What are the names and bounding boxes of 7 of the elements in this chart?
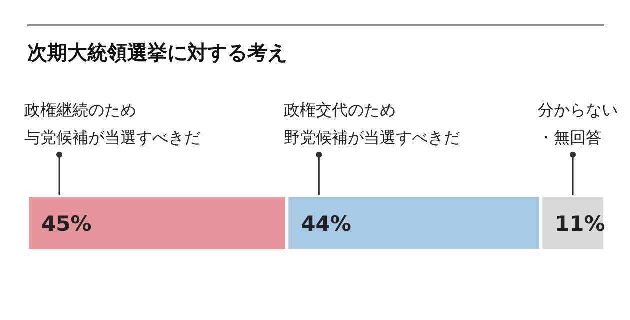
text: 分からない・無回答 — [538, 100, 618, 148]
data-label: 11% — [555, 212, 606, 236]
chart-title: 次期大統領選挙に対する考え — [28, 40, 288, 64]
data-label: 45% — [42, 212, 92, 236]
data-label: 44% — [301, 212, 352, 236]
text: 政権継続のため与党候補が当選すべきだ — [24, 100, 200, 148]
text: 政権交代のため野党候補が当選すべきだ — [284, 100, 460, 148]
